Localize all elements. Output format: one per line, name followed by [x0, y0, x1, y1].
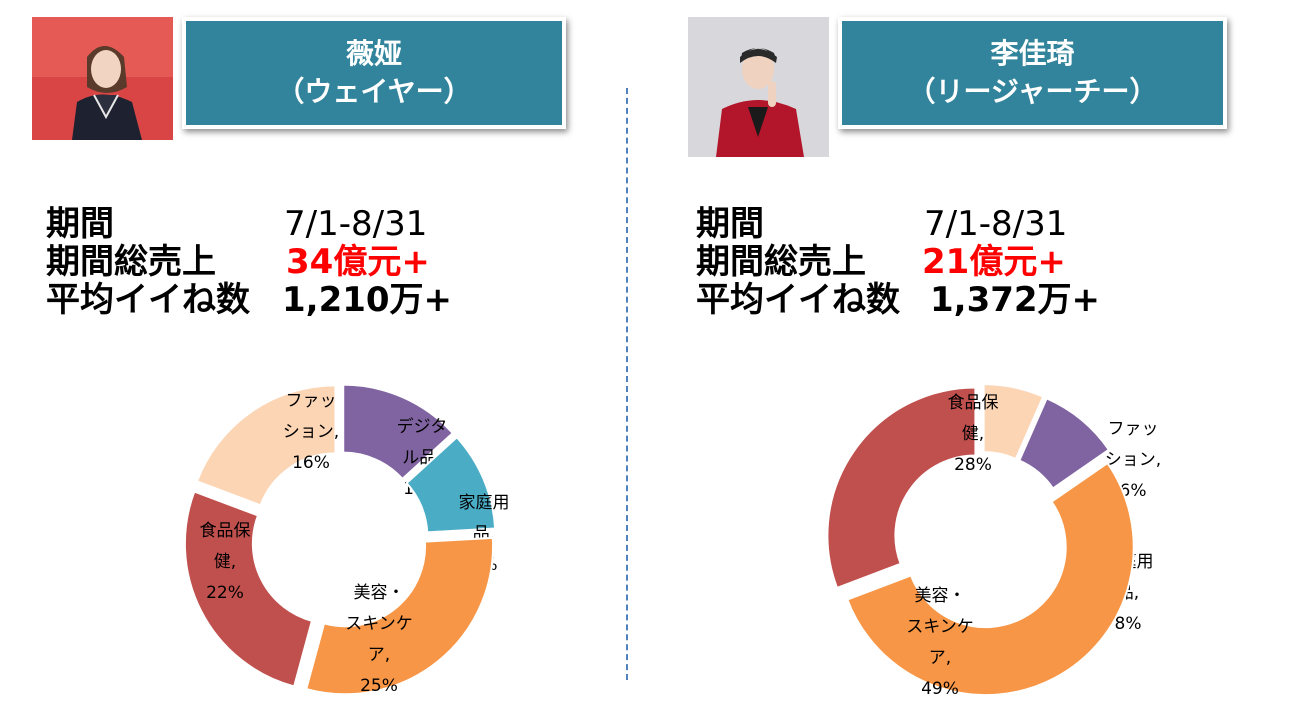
- sales-value: 21億元+: [922, 242, 1066, 282]
- likes-label: 平均イイね数: [696, 280, 900, 320]
- right-period-row: 期間 7/1-8/31: [696, 206, 1256, 244]
- period-value: 7/1-8/31: [284, 204, 428, 244]
- left-name-line1: 薇娅: [345, 37, 402, 70]
- left-stats: 期間 7/1-8/31 期間総売上 34億元+ 平均イイね数 1,210万+: [46, 206, 606, 320]
- right-name-line2: （リージャーチー）: [907, 75, 1158, 108]
- left-name-line2: （ウェイヤー）: [276, 75, 472, 108]
- slice-label: 美容・スキンケア, 25%: [345, 583, 413, 696]
- period-label: 期間: [46, 204, 114, 244]
- donut-slice: [982, 383, 1045, 461]
- donut-slice: [195, 384, 337, 507]
- left-sales-row: 期間総売上 34億元+: [46, 244, 606, 282]
- slice-label: 食品保健, 22%: [200, 521, 251, 603]
- likes-value: 1,372万+: [930, 280, 1101, 320]
- right-stats: 期間 7/1-8/31 期間総売上 21億元+ 平均イイね数 1,372万+: [696, 206, 1256, 320]
- likes-value: 1,210万+: [282, 280, 453, 320]
- period-value: 7/1-8/31: [924, 204, 1068, 244]
- right-portrait-photo: [688, 17, 829, 157]
- donut-slice: [342, 383, 455, 481]
- slice-label: ファッション, 6%: [1105, 419, 1161, 501]
- likes-label: 平均イイね数: [46, 280, 250, 320]
- donut-slice: [846, 461, 1135, 697]
- sales-label: 期間総売上: [696, 242, 866, 282]
- left-portrait-photo: [32, 17, 173, 140]
- donut-slice: [183, 490, 314, 688]
- donut-slice: [826, 386, 977, 590]
- donut-slice: [305, 536, 495, 696]
- slice-label: ファッション, 16%: [283, 391, 339, 473]
- period-label: 期間: [696, 204, 764, 244]
- right-sales-row: 期間総売上 21億元+: [696, 244, 1256, 282]
- right-likes-row: 平均イイね数 1,372万+: [696, 282, 1256, 320]
- center-divider: [626, 88, 628, 680]
- right-name-box: 李佳琦 （リージャーチー）: [838, 17, 1227, 129]
- left-period-row: 期間 7/1-8/31: [46, 206, 606, 244]
- donut-slice: [405, 435, 497, 534]
- sales-label: 期間総売上: [46, 242, 216, 282]
- right-name-line1: 李佳琦: [990, 37, 1075, 70]
- left-likes-row: 平均イイね数 1,210万+: [46, 282, 606, 320]
- slice-label: 美容・スキンケア, 49%: [906, 586, 974, 699]
- slice-label: 食品保健, 28%: [948, 393, 999, 475]
- donut-slice: [1017, 397, 1111, 490]
- left-name-box: 薇娅 （ウェイヤー）: [182, 17, 566, 129]
- sales-value: 34億元+: [286, 242, 430, 282]
